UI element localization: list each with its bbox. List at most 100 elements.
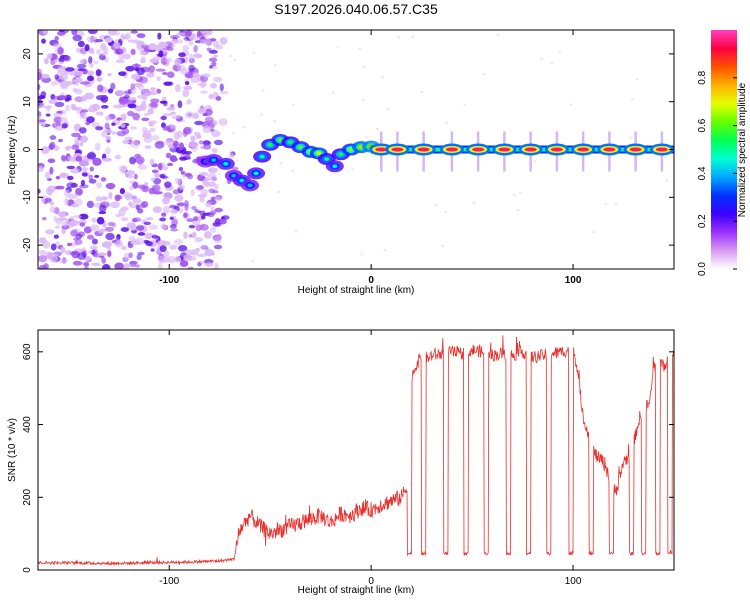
noise-blob — [137, 251, 145, 256]
signal-core — [267, 142, 273, 147]
snr-y-ticks: 0 200 400 600 — [22, 343, 674, 573]
noise-blob — [63, 189, 71, 198]
noise-blob — [178, 208, 184, 214]
noise-blob — [83, 265, 89, 269]
noise-blob — [231, 166, 239, 171]
noise-blob — [157, 32, 162, 40]
noise-blob — [160, 223, 168, 230]
noise-blob — [88, 56, 93, 64]
noise-blob — [64, 249, 72, 256]
noise-blob — [219, 83, 224, 92]
noise-blob — [199, 224, 209, 231]
carrier-segment-peak — [524, 147, 537, 152]
noise-blob — [191, 205, 197, 211]
noise-blob — [104, 37, 113, 43]
y-tick-label: -20 — [22, 237, 33, 252]
noise-blob — [98, 211, 107, 215]
noise-blob — [199, 172, 208, 177]
noise-blob — [83, 262, 90, 267]
y-tick-label: 20 — [22, 48, 33, 60]
noise-blob — [179, 68, 190, 75]
noise-speck — [386, 108, 390, 111]
noise-blob — [186, 99, 192, 105]
noise-blob — [147, 43, 158, 51]
x-tick-label: 0 — [368, 275, 374, 286]
noise-blob — [185, 30, 192, 37]
noise-blob — [163, 250, 170, 259]
noise-blob — [113, 42, 121, 49]
noise-speck — [235, 159, 239, 162]
noise-blob — [218, 218, 227, 225]
x-tick-label: 100 — [565, 576, 582, 587]
noise-blob — [42, 30, 48, 35]
noise-blob — [113, 31, 121, 36]
noise-blob — [118, 208, 126, 217]
noise-speck — [604, 202, 608, 206]
carrier-segment-peak — [472, 147, 485, 152]
noise-blob — [203, 177, 212, 181]
noise-blob — [214, 207, 223, 213]
noise-blob — [208, 167, 218, 174]
noise-blob — [70, 203, 79, 208]
noise-blob — [93, 60, 99, 64]
noise-blob — [67, 193, 78, 200]
noise-blob — [159, 100, 168, 104]
noise-speck — [279, 162, 283, 165]
noise-blob — [63, 55, 72, 62]
noise-blob — [87, 30, 98, 35]
snr-frame — [37, 329, 675, 571]
noise-speck — [434, 204, 438, 207]
noise-blob — [190, 189, 195, 197]
noise-blob — [59, 116, 68, 125]
noise-blob — [103, 241, 113, 247]
snr-background — [38, 330, 674, 570]
noise-blob — [176, 202, 185, 207]
noise-blob — [150, 248, 155, 252]
noise-speck — [516, 208, 520, 212]
noise-blob — [48, 99, 58, 104]
noise-blob — [87, 106, 97, 113]
noise-blob — [105, 232, 115, 241]
noise-blob — [38, 250, 47, 255]
noise-blob — [157, 262, 163, 269]
noise-blob — [136, 254, 142, 261]
noise-blob — [99, 228, 106, 233]
noise-speck — [550, 61, 554, 65]
noise-blob — [62, 221, 68, 228]
noise-blob — [103, 128, 113, 134]
noise-blob — [132, 197, 142, 204]
noise-blob — [41, 38, 46, 44]
noise-blob — [213, 244, 223, 250]
noise-blob — [110, 82, 116, 90]
noise-blob — [159, 174, 166, 179]
noise-blob — [57, 217, 68, 222]
noise-blob — [134, 153, 141, 159]
noise-blob — [55, 122, 62, 127]
noise-blob — [219, 90, 229, 95]
snr-x-ticks: -100 0 100 — [159, 330, 582, 587]
colorbar-tick-label: 0.8 — [697, 70, 708, 84]
noise-blob — [184, 172, 192, 177]
noise-blob — [50, 243, 57, 251]
noise-speck — [397, 36, 401, 39]
colorbar-label: Normalized spectral amplitude — [737, 82, 748, 217]
noise-blob — [71, 106, 80, 111]
noise-blob — [89, 245, 98, 250]
noise-blob — [127, 103, 137, 109]
noise-blob — [116, 130, 127, 137]
noise-blob — [116, 117, 122, 121]
noise-blob — [107, 88, 114, 94]
noise-blob — [101, 196, 107, 201]
noise-blob — [140, 59, 146, 64]
noise-blob — [190, 249, 199, 256]
x-tick-label: -100 — [159, 576, 179, 587]
x-tick-label: 0 — [368, 576, 374, 587]
y-tick-label: 0 — [22, 146, 33, 152]
noise-speck — [233, 58, 237, 62]
noise-blob — [188, 41, 194, 46]
noise-blob — [115, 59, 125, 64]
noise-blob — [148, 224, 159, 230]
noise-blob — [116, 195, 123, 200]
noise-blob — [193, 45, 198, 53]
